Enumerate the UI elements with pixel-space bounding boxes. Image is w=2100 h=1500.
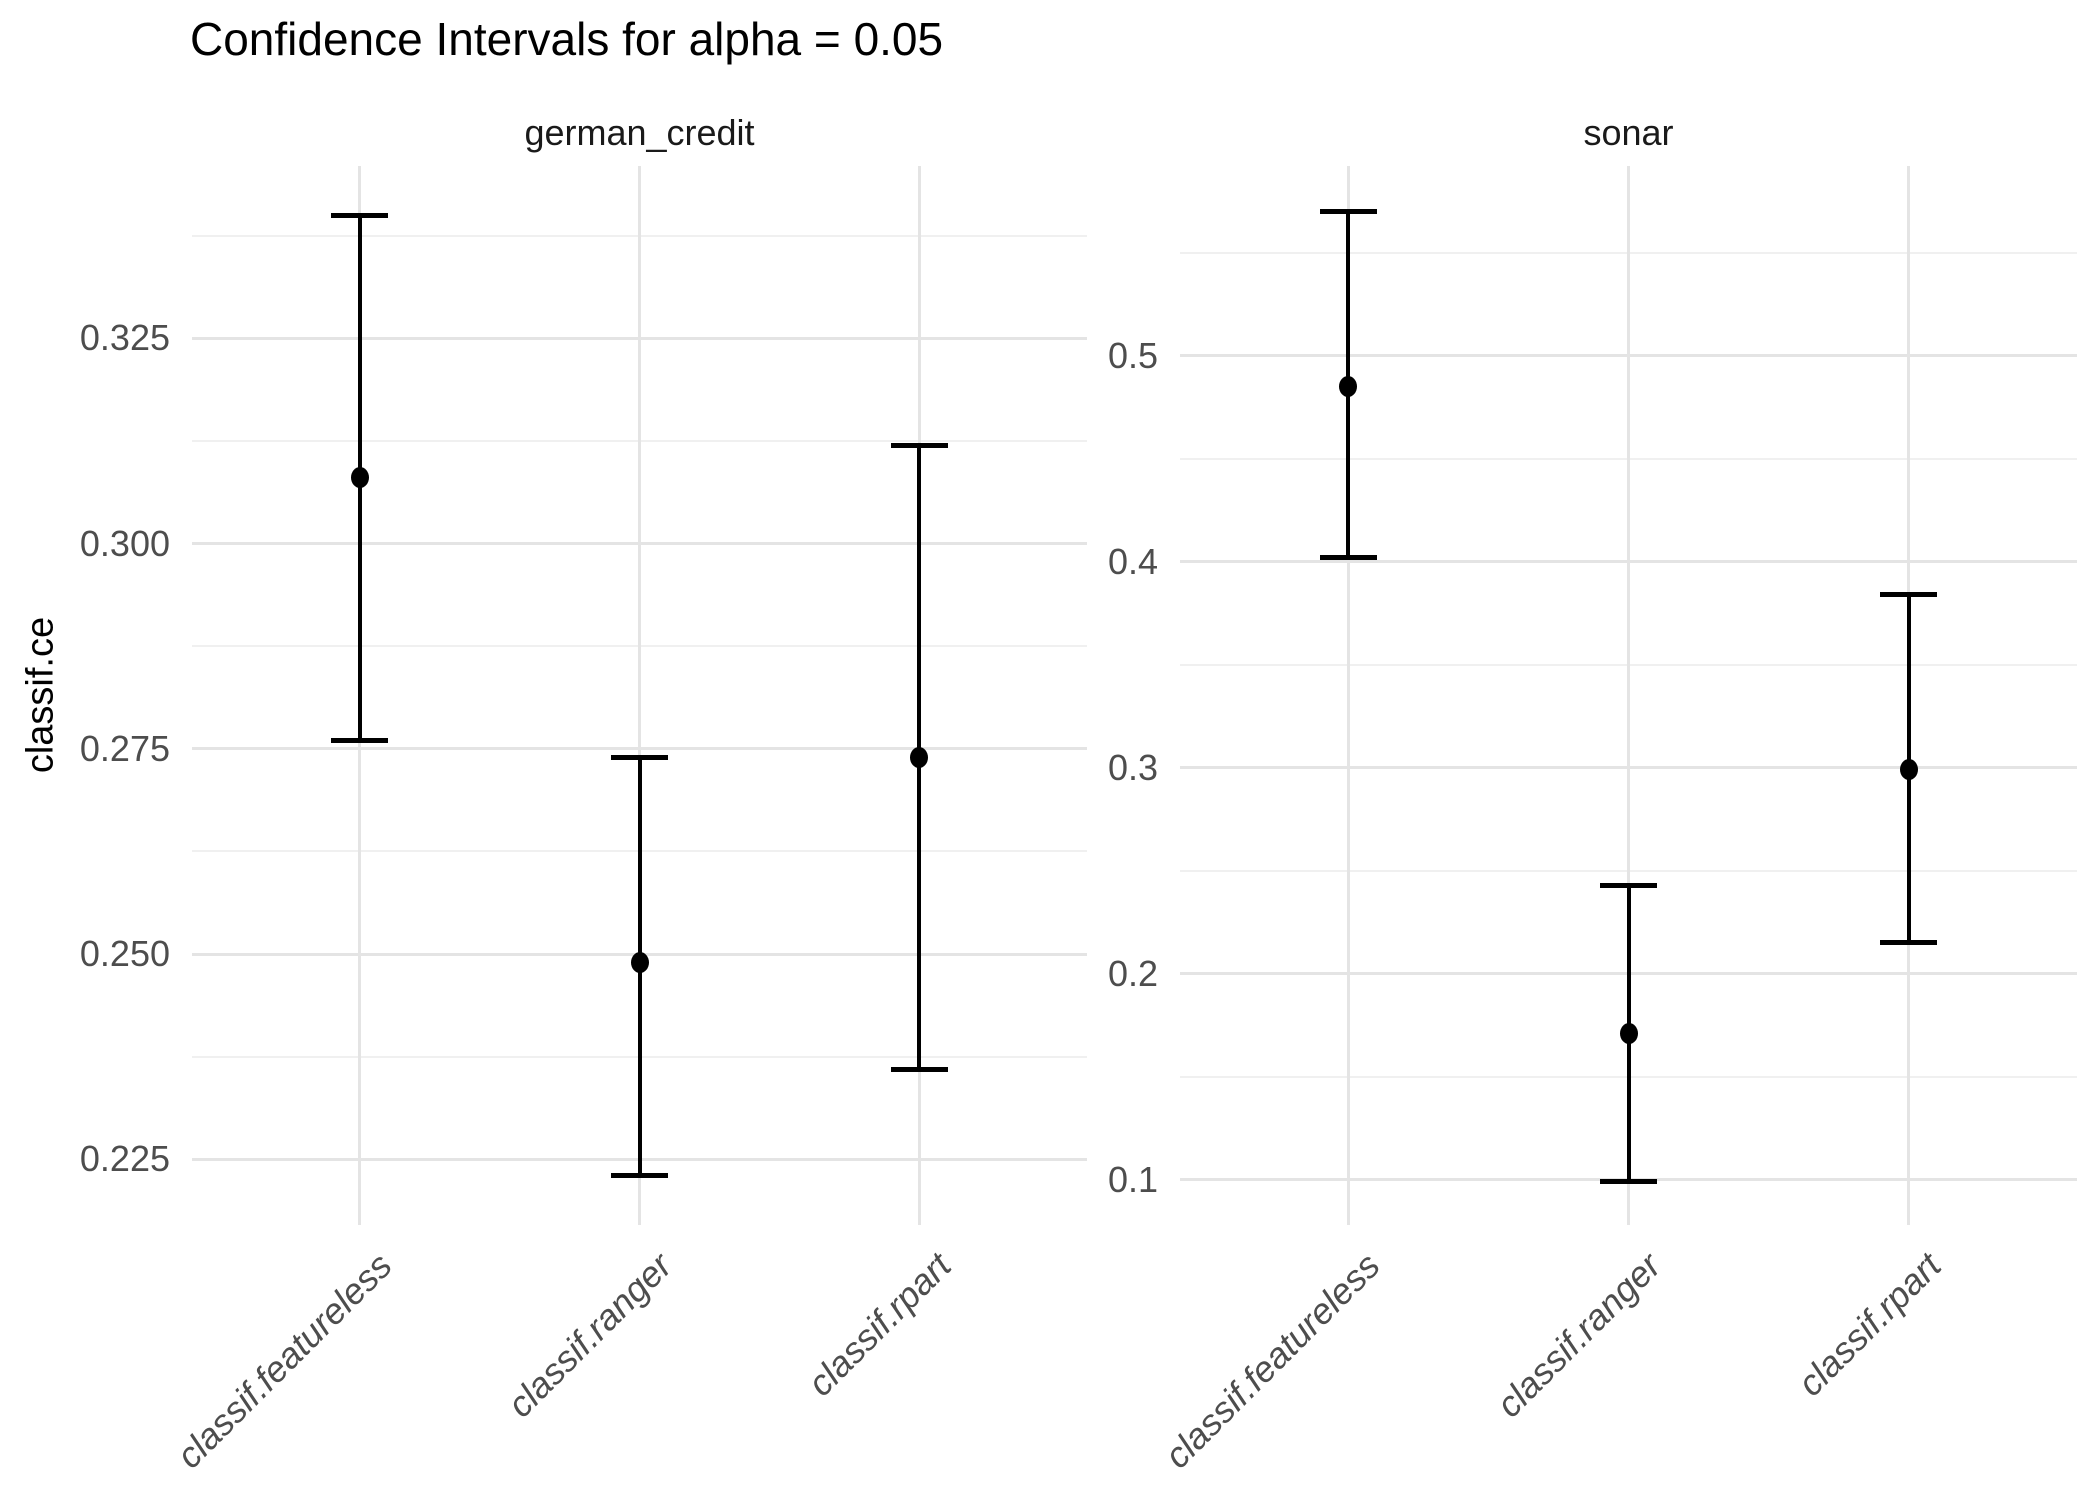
y-tick-label: 0.250 bbox=[79, 933, 170, 975]
error-bar-cap-upper bbox=[331, 212, 389, 218]
error-bar-cap-upper bbox=[890, 442, 948, 448]
y-tick-label: 0.2 bbox=[1107, 952, 1158, 994]
y-tick-label: 0.5 bbox=[1107, 334, 1158, 376]
y-tick-label: 0.4 bbox=[1107, 540, 1158, 582]
gridline-major-x bbox=[1627, 166, 1630, 1225]
y-tick-label: 0.225 bbox=[79, 1138, 170, 1180]
y-tick-label: 0.275 bbox=[79, 727, 170, 769]
error-bar-cap-lower bbox=[1600, 1179, 1657, 1185]
error-bar-cap-lower bbox=[611, 1173, 668, 1179]
gridline-major-x bbox=[1346, 166, 1350, 1225]
error-bar-cap-lower bbox=[331, 738, 389, 744]
point-estimate bbox=[350, 467, 369, 489]
plot-title: Confidence Intervals for alpha = 0.05 bbox=[190, 13, 944, 65]
facet-panel-german-credit bbox=[192, 166, 1087, 1225]
facet-strip-german-credit: german_credit bbox=[524, 112, 755, 153]
point-estimate bbox=[1339, 375, 1358, 397]
x-tick-label: classif.featureless bbox=[1156, 1244, 1388, 1477]
error-bar-cap-upper bbox=[1600, 882, 1657, 888]
error-bar-cap-upper bbox=[1880, 592, 1938, 598]
x-tick-label: classif.rpart bbox=[799, 1244, 959, 1404]
x-tick-label: classif.ranger bbox=[1487, 1244, 1669, 1426]
y-tick-label: 0.1 bbox=[1107, 1158, 1158, 1200]
y-tick-label: 0.3 bbox=[1107, 746, 1158, 788]
point-estimate bbox=[910, 746, 929, 768]
point-estimate bbox=[1899, 759, 1918, 781]
x-tick-label: classif.rpart bbox=[1789, 1244, 1949, 1404]
y-tick-label: 0.325 bbox=[79, 317, 170, 359]
x-tick-label: classif.ranger bbox=[498, 1244, 680, 1426]
error-bar-cap-lower bbox=[890, 1066, 948, 1072]
error-bar-cap-upper bbox=[611, 754, 668, 760]
facet-panel-sonar bbox=[1180, 166, 2077, 1225]
facet-strip-sonar: sonar bbox=[1583, 112, 1674, 153]
error-bar-cap-lower bbox=[1319, 554, 1377, 560]
x-tick-label: classif.featureless bbox=[168, 1244, 400, 1477]
gridline-major-x bbox=[638, 166, 641, 1225]
error-bar-cap-upper bbox=[1319, 208, 1377, 214]
error-bar-cap-lower bbox=[1880, 940, 1938, 946]
point-estimate bbox=[630, 951, 649, 973]
y-tick-label: 0.300 bbox=[79, 522, 170, 564]
point-estimate bbox=[1619, 1022, 1638, 1044]
